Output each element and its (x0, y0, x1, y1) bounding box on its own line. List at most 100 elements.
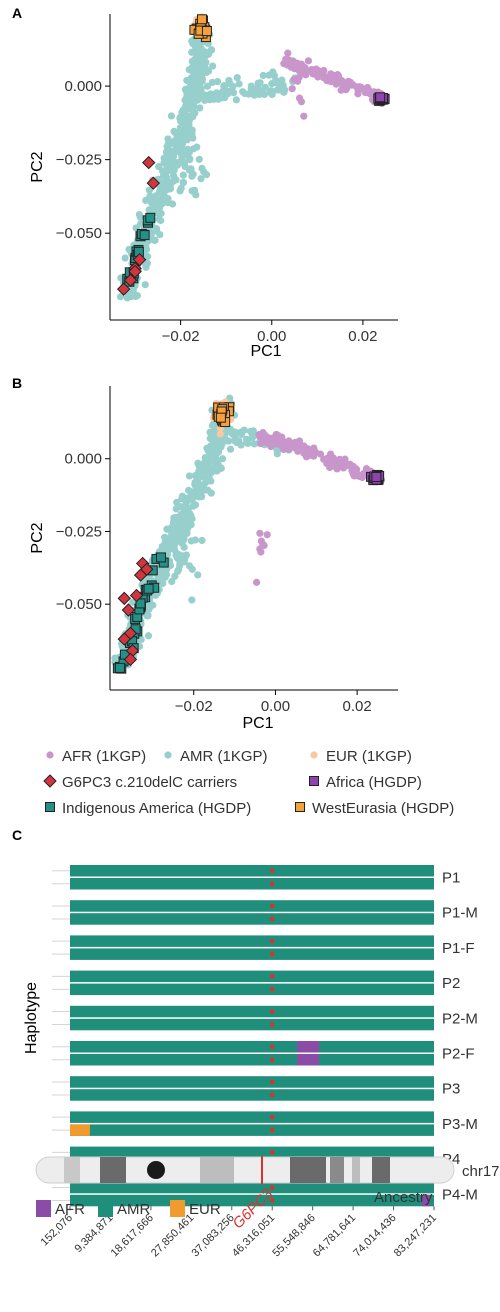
panel-b-point-amr-1kgp (199, 485, 208, 493)
legend-marker-amr-1kgp (164, 751, 172, 759)
panel-b-point-afr-1kgp (349, 469, 357, 477)
panel-a-point-amr-1kgp (189, 68, 197, 76)
panel-a-point-amr-1kgp (275, 81, 283, 89)
panel-a-point-amr-1kgp (183, 136, 191, 144)
panel-a-point-amr-1kgp (247, 82, 255, 90)
panel-b-point-amr-1kgp (237, 428, 245, 436)
panel-a-point-carrier (132, 252, 147, 267)
panel-b-point-afr-1kgp (252, 578, 261, 586)
panel-a-points (116, 13, 390, 302)
variant-marker (270, 1044, 275, 1049)
panel-b-point-afr-1kgp (259, 540, 267, 548)
legend-label-amr-1kgp: AMR (1KGP) (180, 748, 268, 765)
panel-a-point-afr-1kgp (337, 86, 345, 94)
ancestry-swatch-afr (36, 1200, 51, 1217)
panel-a-point-amr-1kgp (116, 293, 125, 301)
panel-b-point-afr-1kgp (310, 444, 318, 452)
panel-a-point-amr-1kgp (281, 86, 289, 94)
panel-a-point-amr-1kgp (133, 291, 141, 300)
panel-b-point-amr-1kgp (176, 560, 184, 568)
panel-a-point-amr-1kgp (177, 113, 185, 121)
panel-b-point-amr-1kgp (249, 427, 257, 435)
panel-b-point-carrier (117, 591, 132, 606)
variant-marker (270, 1198, 275, 1203)
panel-b-point-amr-1kgp (219, 437, 228, 445)
panel-a-point-amr-1kgp (219, 94, 227, 102)
chromosome-label: chr17 (462, 1163, 500, 1180)
panel-b-point-amr-1kgp (176, 519, 184, 527)
panel-a-point-amr-1kgp (197, 175, 205, 183)
panel-a-point-amr-1kgp (172, 176, 180, 184)
panel-b-point-amr-1kgp (191, 536, 199, 544)
panel-b-point-amr-1kgp (180, 553, 188, 561)
chromosome-band (330, 1157, 344, 1183)
panel-b-point-afr-1kgp (310, 452, 318, 460)
panel-a-point-amr-1kgp (159, 171, 168, 180)
panel-a-point-amr-1kgp (181, 163, 189, 171)
panel-b-point-amr-1kgp (194, 476, 202, 485)
panel-a-point-carrier (128, 264, 142, 279)
panel-a-point-amr-1kgp (239, 88, 247, 96)
ancestry-swatch-amr (98, 1200, 113, 1217)
ancestry-segment-eur (70, 1124, 90, 1136)
panel-a-point-amr-1kgp (155, 187, 164, 195)
panel-b-point-amr-1kgp (180, 543, 188, 551)
panel-b-point-amr-1kgp (179, 537, 187, 545)
variant-marker (270, 1022, 275, 1027)
panel-a-point-amr-1kgp (226, 79, 234, 88)
panel-a-point-amr-1kgp (224, 90, 232, 98)
variant-marker (270, 1057, 275, 1062)
panel-a-point-carrier (116, 282, 131, 296)
panel-a-point-amr-1kgp (142, 263, 150, 271)
haplotype-track-2 (70, 1089, 434, 1101)
panel-a-point-amr-1kgp (182, 102, 190, 110)
panel-a-point-amr-1kgp (157, 181, 166, 190)
panel-b-point-amr-1kgp (167, 532, 175, 540)
panel-a-point-amr-1kgp (179, 171, 187, 179)
panel-a-point-afr-1kgp (297, 98, 306, 106)
panel-b-point-afr-1kgp (267, 442, 275, 451)
panel-a-point-amr-1kgp (155, 215, 163, 223)
haplotype-label: P2-M (442, 1010, 478, 1027)
haplotype-track-2 (70, 1018, 434, 1031)
panel-a-point-amr-1kgp (232, 96, 240, 104)
panel-a-point-amr-1kgp (174, 130, 183, 138)
panel-a-point-afr-1kgp (354, 87, 362, 95)
panel-a-point-amr-1kgp (270, 71, 278, 79)
panel-b-point-afr-1kgp (263, 531, 271, 539)
panel-a-y-tick-label: −0.025 (56, 152, 102, 169)
legend-marker-westeurasia-hgdp (295, 802, 305, 812)
chromosome-band (64, 1157, 80, 1183)
legend-label-g6pc3-c-210delc-carriers: G6PC3 c.210delC carriers (62, 774, 237, 791)
panel-a-point-amr-1kgp (176, 187, 184, 195)
position-tick-label: 74,014,436 (351, 1212, 398, 1259)
position-tick-label: 9,384,871 (72, 1212, 115, 1255)
panel-b-point-amr-1kgp (198, 536, 206, 545)
panel-a-point-amr-1kgp (179, 178, 188, 187)
variant-marker (270, 987, 275, 992)
panel-a-point-amr-1kgp (220, 82, 228, 90)
panel-b-point-indigenous-america-hgdp (135, 598, 146, 609)
panel-a-point-amr-1kgp (164, 135, 172, 143)
panel-a-point-amr-1kgp (135, 210, 143, 219)
haplotype-row-p1: P1 (52, 865, 460, 890)
centromere (147, 1161, 165, 1179)
panel-a-point-amr-1kgp (145, 186, 154, 194)
ancestry-swatch-eur (170, 1200, 185, 1217)
panel-a-point-amr-1kgp (141, 281, 149, 289)
panel-b-point-afr-1kgp (257, 439, 265, 448)
panel-a-x-ticks: −0.02 0.00 0.02 (162, 320, 378, 345)
panel-a-point-amr-1kgp (196, 104, 204, 112)
panel-b-point-amr-1kgp (144, 632, 153, 640)
position-tick-label: 18,617,666 (109, 1212, 156, 1259)
haplotype-track-1 (70, 865, 434, 877)
panel-b-point-amr-1kgp (174, 550, 182, 558)
position-tick-label: 64,781,641 (311, 1212, 358, 1259)
panel-b-y-tick-label: 0.000 (64, 451, 102, 468)
variant-marker (270, 1079, 275, 1084)
panel-b-point-amr-1kgp (273, 450, 281, 458)
panel-a-point-westeurasia-hgdp (201, 26, 212, 37)
panel-b-point-westeurasia-hgdp (215, 412, 226, 423)
panel-b-point-afr-1kgp (329, 454, 338, 462)
